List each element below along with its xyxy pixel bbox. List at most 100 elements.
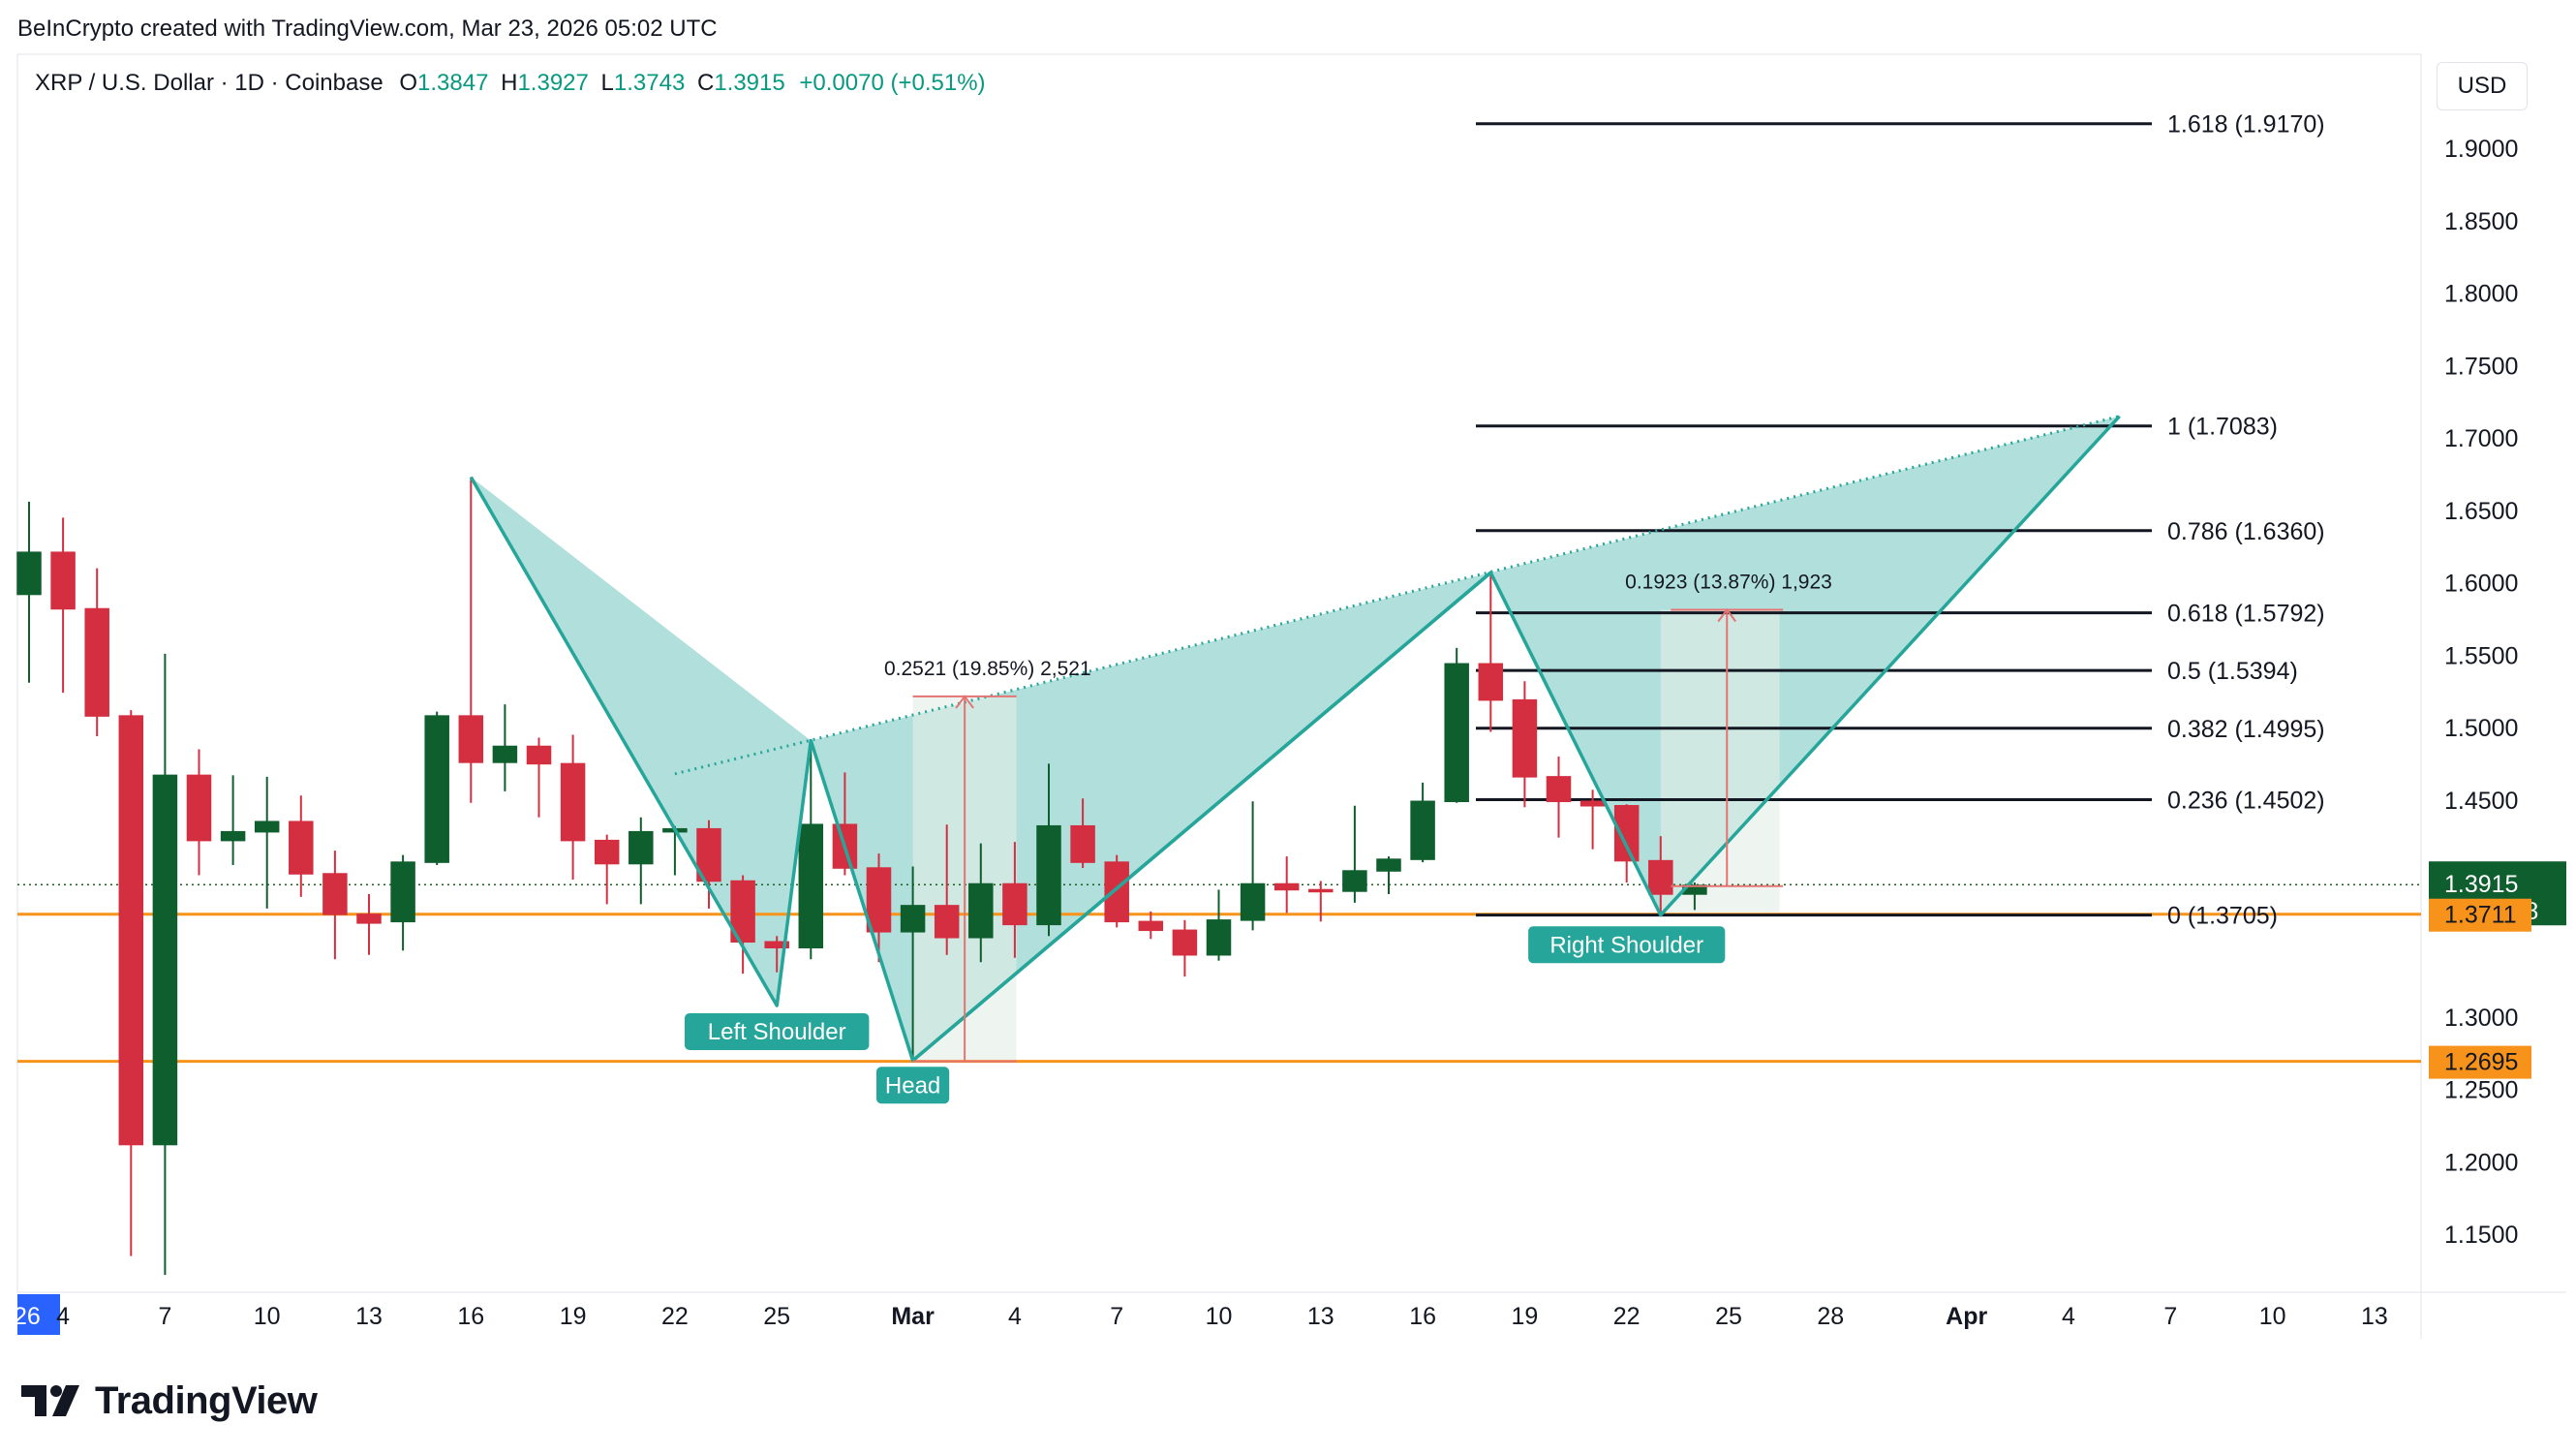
x-tick-label: 4 [1008, 1303, 1022, 1330]
x-tick-label: 16 [457, 1303, 484, 1330]
fib-level-label: 1 (1.7083) [2167, 414, 2278, 441]
symbol-name[interactable]: XRP / U.S. Dollar · 1D · Coinbase [35, 70, 383, 96]
candle-body [629, 830, 654, 865]
currency-button[interactable]: USD [2437, 62, 2528, 110]
candle-body [1070, 824, 1095, 863]
x-tick-label: 4 [56, 1303, 70, 1330]
fib-level-label: 1.618 (1.9170) [2167, 111, 2325, 139]
x-tick-label: Apr [1946, 1303, 1987, 1330]
y-tick-label: 1.6500 [2444, 498, 2518, 525]
candle-body [1444, 663, 1469, 803]
candle-body [1273, 882, 1300, 891]
head-right-edge [911, 571, 1492, 1063]
candle-body [424, 715, 449, 863]
candle-body [1206, 919, 1232, 956]
fib-level-label: 0.618 (1.5792) [2167, 601, 2325, 628]
candle-body [560, 762, 586, 842]
attribution: BeInCrypto created with TradingView.com,… [17, 15, 718, 42]
price-badge-label: 1.3915 [2444, 871, 2518, 898]
time-axis-highlight [17, 1294, 60, 1335]
y-tick-label: 1.4500 [2444, 788, 2518, 815]
pattern-label: Left Shoulder [708, 1019, 846, 1045]
candle-body [458, 715, 484, 763]
y-tick-label: 1.8000 [2444, 281, 2518, 308]
price-badge-bg [2429, 1045, 2531, 1079]
pattern-label: Head [885, 1072, 940, 1099]
candle-body [1478, 663, 1504, 701]
candle-body [1138, 920, 1164, 932]
candle-body [1342, 870, 1367, 892]
low-value: 1.3743 [613, 70, 686, 96]
x-tick-label: 28 [1817, 1303, 1844, 1330]
x-tick-label: 10 [1206, 1303, 1233, 1330]
pattern-label-box [876, 1067, 950, 1104]
x-tick-label: 13 [355, 1303, 383, 1330]
candle-body [968, 882, 994, 939]
candle-body [16, 551, 42, 596]
fib-level-label: 0.236 (1.4502) [2167, 787, 2325, 814]
close-label: C [696, 70, 715, 96]
y-tick-label: 1.2000 [2444, 1149, 2518, 1176]
pattern-label-box [1528, 926, 1726, 964]
fib-level-label: 0.382 (1.4995) [2167, 716, 2325, 743]
candle-body [390, 861, 415, 923]
tradingview-logo-icon [21, 1385, 79, 1416]
measure-1-arrowhead [955, 695, 974, 709]
candle-body [1648, 859, 1673, 895]
x-tick-label: 7 [1110, 1303, 1123, 1330]
x-tick-label: 4 [2062, 1303, 2075, 1330]
pattern-label: Right Shoulder [1549, 932, 1703, 958]
high-value: 1.3927 [517, 70, 589, 96]
close-value: 1.3915 [714, 70, 785, 96]
candle-body [118, 715, 144, 1146]
candle-body [492, 745, 518, 763]
x-tick-label: 22 [661, 1303, 689, 1330]
x-tick-label: 7 [2163, 1303, 2177, 1330]
measurement-label: 0.1923 (13.87%) 1,923 [1625, 572, 1832, 594]
low-label: L [600, 70, 614, 96]
tradingview-logo[interactable]: TradingView [21, 1378, 318, 1422]
candle-body [526, 745, 552, 765]
measure-2-arrowhead [1717, 607, 1737, 623]
x-tick-label: 13 [1307, 1303, 1334, 1330]
candle-body [322, 873, 348, 915]
candle-body [1579, 800, 1606, 807]
y-tick-label: 1.7000 [2444, 425, 2518, 452]
fib-level-label: 0 (1.3705) [2167, 903, 2278, 930]
open-value: 1.3847 [417, 70, 489, 96]
y-tick-label: 1.6000 [2444, 571, 2518, 598]
candle-body [186, 774, 212, 842]
symbol-legend: XRP / U.S. Dollar · 1D · Coinbase O1.384… [35, 70, 986, 97]
x-tick-label: 16 [1409, 1303, 1436, 1330]
x-tick-label: 7 [158, 1303, 171, 1330]
candle-body [1104, 861, 1129, 923]
candle-body [50, 551, 76, 610]
x-tick-label: 19 [560, 1303, 587, 1330]
price-badge-label: 1.2695 [2444, 1049, 2518, 1076]
x-tick-label: Mar [891, 1303, 935, 1330]
fib-level-label: 0.5 (1.5394) [2167, 658, 2298, 685]
change-value: +0.0070 (+0.51%) [799, 70, 986, 96]
y-tick-label: 1.3000 [2444, 1005, 2518, 1032]
candle-body [1240, 882, 1266, 921]
y-tick-label: 1.5500 [2444, 642, 2518, 669]
open-label: O [399, 70, 418, 96]
candle-body [1376, 858, 1401, 872]
y-tick-label: 1.8500 [2444, 208, 2518, 235]
y-tick-label: 1.7500 [2444, 353, 2518, 380]
candle-body [220, 830, 246, 842]
candle-body [289, 820, 314, 875]
tradingview-logo-text: TradingView [95, 1378, 318, 1422]
candle-body [934, 905, 960, 939]
x-tick-label: 26 [14, 1303, 41, 1330]
x-tick-label: 25 [1715, 1303, 1742, 1330]
candle-body [1172, 929, 1198, 956]
candle-body [152, 774, 178, 1146]
candle-body [866, 867, 892, 933]
pattern-label-box [685, 1012, 870, 1050]
measurement-label: 0.2521 (19.85%) 2,521 [884, 658, 1091, 680]
y-tick-label: 1.1500 [2444, 1222, 2518, 1249]
x-tick-label: 25 [763, 1303, 790, 1330]
candle-body [1002, 882, 1027, 926]
